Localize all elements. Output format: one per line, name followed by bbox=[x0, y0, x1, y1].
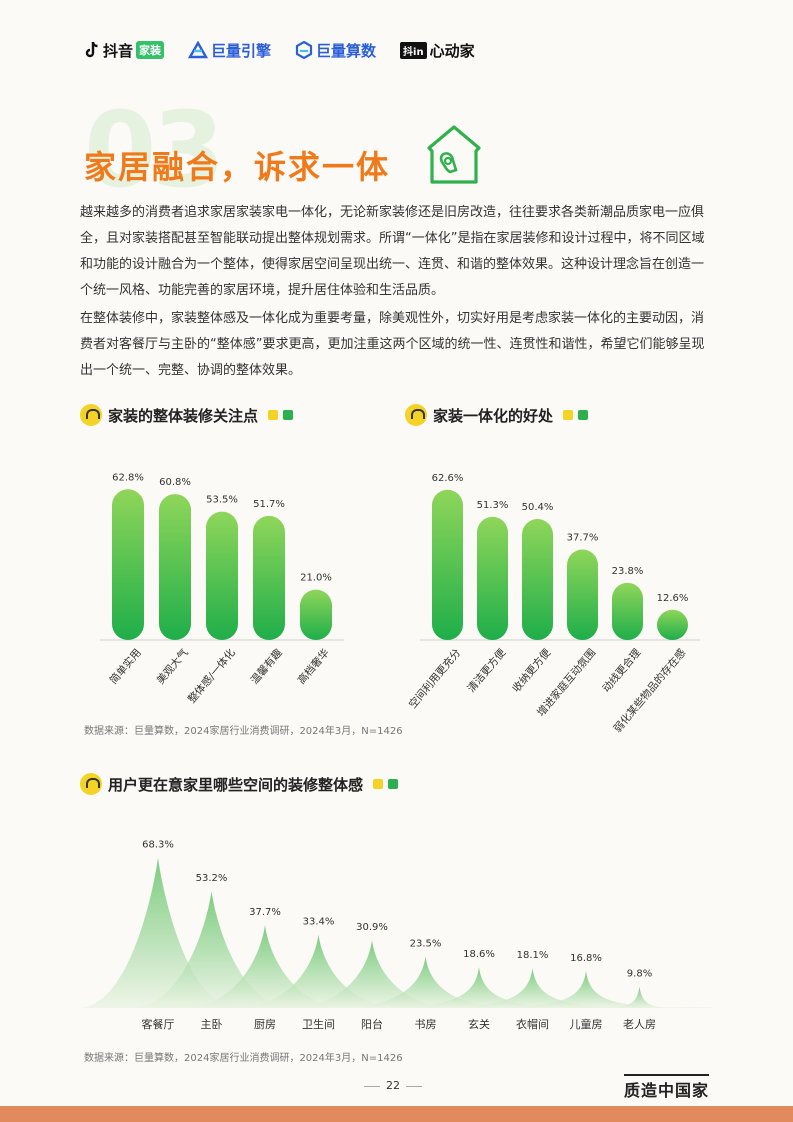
yellow-square-icon bbox=[268, 410, 279, 420]
chart1-title-text: 家装的整体装修关注点 bbox=[108, 406, 259, 425]
yellow-square-icon bbox=[563, 410, 574, 420]
attention-category-label: 简单实用 bbox=[107, 646, 144, 687]
attention-bar bbox=[253, 515, 285, 640]
benefit-bar bbox=[432, 489, 463, 640]
green-square-icon bbox=[283, 410, 294, 420]
space-peak bbox=[294, 940, 450, 1008]
chart1-title: 家装的整体装修关注点 bbox=[80, 404, 294, 426]
attention-bar bbox=[112, 489, 144, 640]
attention-value-label: 21.0% bbox=[300, 573, 332, 584]
page-number: 22 bbox=[364, 1079, 422, 1092]
footer-bar bbox=[0, 1106, 793, 1122]
benefit-bar bbox=[657, 609, 688, 640]
space-peak bbox=[240, 934, 397, 1008]
space-value-label: 53.2% bbox=[196, 873, 228, 884]
lightbulb-icon bbox=[80, 773, 102, 795]
brand-logo: 质造中国家 bbox=[624, 1074, 710, 1101]
attention-category-label: 高档奢华 bbox=[295, 646, 332, 687]
space-peak bbox=[561, 986, 718, 1008]
juliang-suanshu-logo: 巨量算数 bbox=[295, 40, 376, 61]
space-peak bbox=[508, 971, 664, 1008]
lightbulb-icon bbox=[405, 404, 427, 426]
benefit-category-label: 空间利用更充分 bbox=[406, 646, 464, 711]
benefit-bar bbox=[522, 519, 553, 640]
house-icon bbox=[427, 125, 481, 184]
benefit-value-label: 62.6% bbox=[432, 473, 464, 484]
benefit-value-label: 23.8% bbox=[612, 566, 644, 577]
space-peak bbox=[187, 925, 343, 1008]
space-value-label: 68.3% bbox=[142, 840, 174, 851]
space-peak bbox=[454, 968, 611, 1008]
benefit-category-label: 增进家庭互动氛围 bbox=[534, 646, 598, 719]
chart3-title: 用户更在意家里哪些空间的装修整体感 bbox=[80, 773, 399, 795]
chart3-title-text: 用户更在意家里哪些空间的装修整体感 bbox=[108, 775, 364, 794]
source-note-2: 数据来源：巨量算数，2024家居行业消费调研，2024年3月，N=1426 bbox=[84, 1053, 403, 1064]
benefit-category-label: 动线更合理 bbox=[600, 646, 644, 695]
chart2-title: 家装一体化的好处 bbox=[405, 404, 589, 426]
space-peak bbox=[401, 967, 557, 1008]
space-value-label: 18.6% bbox=[463, 949, 495, 960]
green-square-icon bbox=[388, 779, 399, 789]
attention-value-label: 53.5% bbox=[206, 495, 238, 506]
benefit-value-label: 12.6% bbox=[657, 593, 689, 604]
douyin-logo: 抖音 家装 bbox=[84, 40, 165, 61]
space-value-label: 9.8% bbox=[627, 968, 652, 979]
header-logos: 抖音 家装 巨量引擎 巨量算数 抖in 心动家 bbox=[84, 36, 499, 64]
space-category-label: 老人房 bbox=[623, 1018, 656, 1031]
space-value-label: 16.8% bbox=[570, 953, 602, 964]
source-note-1: 数据来源：巨量算数，2024家居行业消费调研，2024年3月，N=1426 bbox=[84, 726, 403, 737]
xindongjia-logo: 抖in 心动家 bbox=[400, 40, 475, 61]
space-value-label: 33.4% bbox=[303, 917, 335, 928]
space-category-label: 阳台 bbox=[361, 1017, 383, 1031]
attention-value-label: 60.8% bbox=[159, 477, 191, 488]
lightbulb-icon bbox=[80, 404, 102, 426]
attention-value-label: 51.7% bbox=[253, 499, 285, 510]
benefit-bar bbox=[567, 549, 598, 640]
attention-bar bbox=[300, 589, 332, 640]
space-value-label: 23.5% bbox=[410, 938, 442, 949]
space-category-label: 玄关 bbox=[468, 1017, 490, 1031]
attention-bar bbox=[159, 494, 191, 640]
benefit-category-label: 收纳更方便 bbox=[510, 646, 554, 695]
benefit-category-label: 弱化某些物品的存在感 bbox=[611, 646, 689, 735]
space-peak bbox=[347, 956, 504, 1008]
space-category-label: 书房 bbox=[415, 1018, 437, 1031]
space-value-label: 30.9% bbox=[356, 922, 388, 933]
section-title: 家居融合，诉求一体 bbox=[84, 148, 391, 186]
attention-category-label: 美观大气 bbox=[154, 646, 191, 687]
space-peak bbox=[133, 890, 290, 1008]
benefit-value-label: 37.7% bbox=[567, 533, 599, 544]
space-category-label: 厨房 bbox=[254, 1018, 276, 1031]
yellow-square-icon bbox=[373, 779, 384, 789]
benefit-bar bbox=[612, 582, 643, 640]
benefit-category-label: 清洁更方便 bbox=[465, 646, 509, 695]
douyin-icon bbox=[85, 41, 98, 58]
juliang-engine-logo: 巨量引擎 bbox=[188, 40, 271, 61]
space-value-label: 18.1% bbox=[517, 950, 549, 961]
space-peak bbox=[80, 857, 236, 1008]
benefit-value-label: 50.4% bbox=[522, 502, 554, 513]
attention-bar bbox=[206, 511, 238, 640]
benefit-value-label: 51.3% bbox=[477, 500, 509, 511]
analysis-paragraph: 在整体装修中，家装整体感及一体化成为重要考量，除美观性外，切实好用是考虑家装一体… bbox=[80, 311, 705, 378]
section-number: 03 bbox=[84, 89, 225, 211]
attention-category-label: 整体感/一体化 bbox=[185, 646, 238, 706]
green-square-icon bbox=[578, 410, 589, 420]
space-category-label: 儿童房 bbox=[570, 1017, 603, 1031]
chart2-title-text: 家装一体化的好处 bbox=[433, 406, 554, 425]
space-category-label: 卫生间 bbox=[302, 1017, 335, 1031]
juliang-suanshu-icon bbox=[295, 41, 313, 59]
intro-paragraph: 越来越多的消费者追求家居家装家电一体化，无论新家装修还是旧房改造，往往要求各类新… bbox=[80, 205, 705, 298]
attention-category-label: 温馨有趣 bbox=[248, 646, 285, 687]
space-category-label: 客餐厅 bbox=[142, 1017, 175, 1031]
benefit-bar bbox=[477, 516, 508, 640]
space-value-label: 37.7% bbox=[249, 907, 281, 918]
space-category-label: 主卧 bbox=[201, 1018, 223, 1031]
juliang-engine-icon bbox=[188, 41, 209, 59]
attention-value-label: 62.8% bbox=[112, 472, 144, 483]
space-category-label: 衣帽间 bbox=[516, 1017, 549, 1031]
